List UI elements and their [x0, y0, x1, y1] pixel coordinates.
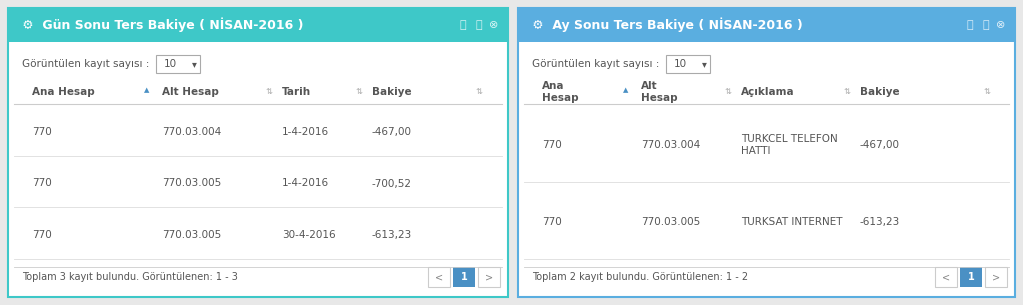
Text: ⇅: ⇅ — [724, 88, 731, 96]
Text: ▲: ▲ — [623, 87, 629, 93]
Text: 10: 10 — [164, 59, 177, 69]
Text: >: > — [485, 272, 493, 282]
Text: 770: 770 — [32, 127, 52, 137]
Text: 770: 770 — [32, 178, 52, 188]
Text: TURKCEL TELEFON
HATTI: TURKCEL TELEFON HATTI — [741, 134, 838, 156]
Text: 770: 770 — [542, 140, 562, 150]
Bar — [453, 267, 475, 287]
Text: <: < — [435, 272, 443, 282]
Bar — [935, 267, 957, 287]
Text: 1: 1 — [968, 272, 974, 282]
Text: ⇅: ⇅ — [266, 88, 273, 96]
Text: 770.03.005: 770.03.005 — [641, 217, 701, 227]
Text: Toplam 3 kayıt bulundu. Görüntülenen: 1 - 3: Toplam 3 kayıt bulundu. Görüntülenen: 1 … — [23, 272, 238, 282]
Text: -467,00: -467,00 — [860, 140, 900, 150]
Text: 770: 770 — [542, 217, 562, 227]
Text: Ana Hesap: Ana Hesap — [32, 87, 95, 97]
Text: 770: 770 — [32, 230, 52, 240]
Bar — [518, 8, 1015, 297]
Text: >: > — [992, 272, 1000, 282]
Text: TURKSAT INTERNET: TURKSAT INTERNET — [741, 217, 842, 227]
Text: ⚙  Gün Sonu Ters Bakiye ( NİSAN-2016 ): ⚙ Gün Sonu Ters Bakiye ( NİSAN-2016 ) — [18, 18, 304, 32]
Text: ⊗: ⊗ — [995, 20, 1005, 30]
Text: ▾: ▾ — [702, 59, 707, 69]
Text: -613,23: -613,23 — [372, 230, 412, 240]
Text: ⚙  Ay Sonu Ters Bakiye ( NİSAN-2016 ): ⚙ Ay Sonu Ters Bakiye ( NİSAN-2016 ) — [528, 18, 803, 32]
Text: Görüntülen kayıt sayısı :: Görüntülen kayıt sayısı : — [23, 59, 149, 69]
Text: ⇅: ⇅ — [983, 88, 990, 96]
Text: 1-4-2016: 1-4-2016 — [282, 178, 329, 188]
Text: ⎘: ⎘ — [476, 20, 482, 30]
Text: 770.03.005: 770.03.005 — [162, 230, 221, 240]
Text: Bakiye: Bakiye — [372, 87, 411, 97]
Text: Toplam 2 kayıt bulundu. Görüntülenen: 1 - 2: Toplam 2 kayıt bulundu. Görüntülenen: 1 … — [532, 272, 748, 282]
Bar — [985, 267, 1007, 287]
Text: Bakiye: Bakiye — [860, 87, 899, 97]
Text: Açıklama: Açıklama — [741, 87, 794, 97]
Text: Ana
Hesap: Ana Hesap — [542, 81, 578, 103]
Bar — [8, 8, 508, 42]
Bar — [428, 267, 450, 287]
Text: Alt Hesap: Alt Hesap — [162, 87, 219, 97]
Bar — [666, 55, 710, 73]
Text: 1-4-2016: 1-4-2016 — [282, 127, 329, 137]
Text: 770.03.004: 770.03.004 — [162, 127, 221, 137]
Bar — [155, 55, 201, 73]
Text: ⎘: ⎘ — [982, 20, 989, 30]
Bar — [960, 267, 982, 287]
Text: ▾: ▾ — [191, 59, 196, 69]
Text: 30-4-2016: 30-4-2016 — [282, 230, 336, 240]
Text: -613,23: -613,23 — [860, 217, 900, 227]
Text: -467,00: -467,00 — [372, 127, 412, 137]
Text: ⎙: ⎙ — [459, 20, 466, 30]
Text: ⊗: ⊗ — [489, 20, 498, 30]
Text: <: < — [942, 272, 950, 282]
Bar — [518, 8, 1015, 42]
Text: ▲: ▲ — [144, 87, 149, 93]
Text: Görüntülen kayıt sayısı :: Görüntülen kayıt sayısı : — [532, 59, 660, 69]
Text: ⇅: ⇅ — [844, 88, 851, 96]
Text: ⇅: ⇅ — [476, 88, 483, 96]
Text: Alt
Hesap: Alt Hesap — [641, 81, 678, 103]
Text: ⇅: ⇅ — [356, 88, 363, 96]
Text: 770.03.005: 770.03.005 — [162, 178, 221, 188]
Text: -700,52: -700,52 — [372, 178, 412, 188]
Text: 1: 1 — [460, 272, 468, 282]
Text: ⎙: ⎙ — [967, 20, 973, 30]
Bar — [8, 8, 508, 297]
Text: 770.03.004: 770.03.004 — [641, 140, 701, 150]
Text: 10: 10 — [674, 59, 687, 69]
Text: Tarih: Tarih — [282, 87, 311, 97]
Bar — [478, 267, 500, 287]
